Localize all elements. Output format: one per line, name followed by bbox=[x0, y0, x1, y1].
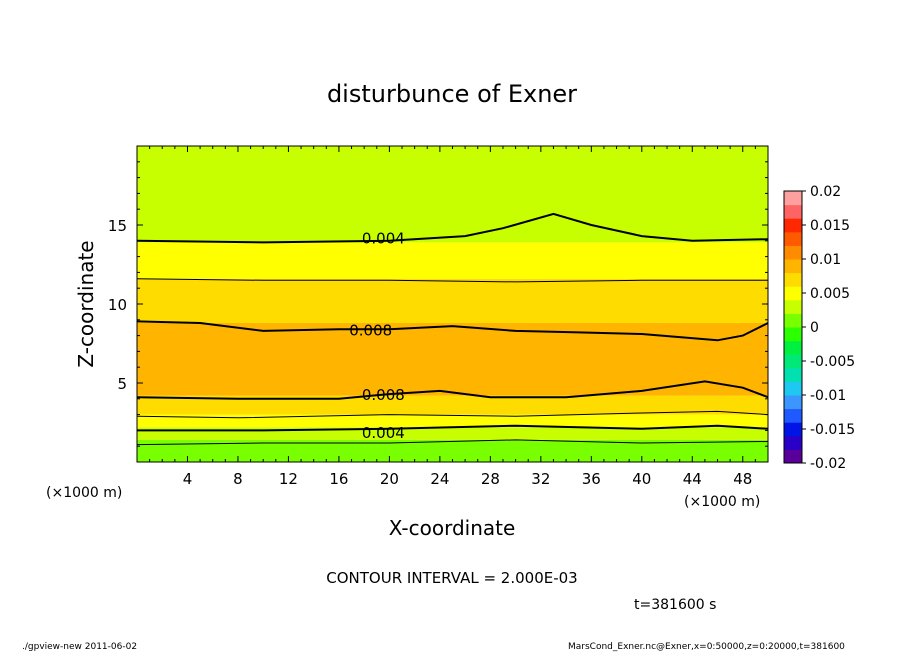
contour-line-0 bbox=[137, 212, 768, 244]
x-tick-label: 16 bbox=[329, 470, 348, 488]
x-axis-label: X-coordinate bbox=[389, 516, 516, 540]
x-tick-label: 32 bbox=[531, 470, 550, 488]
colorbar-swatch bbox=[784, 340, 802, 355]
colorbar-swatch bbox=[784, 367, 802, 382]
colorbar-label: -0.01 bbox=[810, 388, 846, 404]
field-band-6 bbox=[137, 278, 768, 323]
footer-right: MarsCond_Exner.nc@Exner,x=0:50000,z=0:20… bbox=[568, 642, 845, 652]
colorbar-swatch bbox=[784, 259, 802, 274]
footer-left: ./gpview-new 2011-06-02 bbox=[22, 642, 138, 652]
colorbar-label: 0.01 bbox=[810, 252, 841, 268]
colorbar-swatch bbox=[784, 218, 802, 233]
colorbar-swatch bbox=[784, 449, 802, 464]
field-band-4 bbox=[137, 395, 768, 415]
colorbar-label: 0.005 bbox=[810, 286, 850, 302]
contour-line-5 bbox=[137, 424, 768, 432]
colorbar-label: 0.015 bbox=[810, 218, 850, 234]
x-tick-label: 20 bbox=[380, 470, 399, 488]
x-tick-label: 40 bbox=[632, 470, 651, 488]
colorbar-swatch bbox=[784, 272, 802, 287]
colorbar-label: -0.005 bbox=[810, 354, 855, 370]
contour-lines bbox=[137, 212, 768, 446]
colorbar-swatch bbox=[784, 245, 802, 260]
y-tick-label: 5 bbox=[117, 375, 127, 393]
x-axis: 4 8 12 16 20 24 28 32 36 40 44 48 bbox=[149, 146, 756, 488]
y-tick-label: 10 bbox=[108, 296, 127, 314]
exner-field bbox=[137, 146, 768, 462]
x-tick-label: 44 bbox=[683, 470, 702, 488]
field-band-2 bbox=[137, 427, 768, 440]
warm-spot-1 bbox=[250, 351, 365, 384]
x-tick-label: 12 bbox=[279, 470, 298, 488]
colorbar-swatch bbox=[784, 286, 802, 301]
contour-labels: 0.004 0.008 0.008 0.004 bbox=[349, 230, 405, 442]
x-tick-label: 8 bbox=[233, 470, 243, 488]
field-band-0 bbox=[137, 452, 768, 462]
contour-line-6 bbox=[137, 439, 768, 446]
field-band-5 bbox=[137, 322, 768, 396]
x-tick-label: 4 bbox=[183, 470, 193, 488]
colorbar-swatch bbox=[784, 299, 802, 314]
y-tick-label: 15 bbox=[108, 217, 127, 235]
contour-line-2 bbox=[137, 320, 768, 342]
field-band-8 bbox=[137, 146, 768, 243]
contour-interval: CONTOUR INTERVAL = 2.000E-03 bbox=[326, 569, 577, 587]
colorbar-swatch bbox=[784, 422, 802, 437]
colorbar-swatch bbox=[784, 435, 802, 450]
time-label: t=381600 s bbox=[634, 597, 716, 613]
y-axis-label: Z-coordinate bbox=[74, 240, 98, 367]
y-axis: 5 10 15 bbox=[108, 161, 768, 447]
contour-line-1 bbox=[137, 278, 768, 283]
contour-line-3 bbox=[137, 380, 768, 400]
x-unit-left: (×1000 m) bbox=[46, 485, 122, 501]
colorbar-label: -0.02 bbox=[810, 456, 846, 472]
contour-label-0: 0.004 bbox=[362, 230, 405, 248]
colorbar-swatch bbox=[784, 231, 802, 246]
colorbar-swatch bbox=[784, 191, 802, 206]
x-tick-label: 28 bbox=[481, 470, 500, 488]
colorbar-swatch bbox=[784, 395, 802, 410]
colorbar-label: 0 bbox=[810, 320, 819, 336]
x-unit-right: (×1000 m) bbox=[684, 494, 760, 510]
colorbar-swatch bbox=[784, 327, 802, 342]
x-tick-label: 24 bbox=[430, 470, 449, 488]
warm-spot-2 bbox=[585, 357, 661, 380]
colorbar-label: 0.02 bbox=[810, 184, 841, 200]
colorbar-swatch bbox=[784, 313, 802, 328]
colorbar-label: -0.015 bbox=[810, 422, 855, 438]
contour-label-1: 0.008 bbox=[349, 321, 392, 339]
x-tick-label: 36 bbox=[582, 470, 601, 488]
warm-spot-0 bbox=[137, 351, 213, 384]
contour-label-2: 0.008 bbox=[362, 386, 405, 404]
colorbar-swatch bbox=[784, 381, 802, 396]
colorbar-swatch bbox=[784, 204, 802, 219]
colorbar-swatch bbox=[784, 408, 802, 423]
colorbar: 0.02 0.015 0.01 0.005 0 -0.005 -0.01 -0.015 -0.0… bbox=[783, 184, 855, 472]
contour-line-4 bbox=[137, 410, 768, 419]
contour-label-3: 0.004 bbox=[362, 424, 405, 442]
field-band-3 bbox=[137, 414, 768, 428]
colorbar-swatch bbox=[784, 354, 802, 369]
x-tick-label: 48 bbox=[733, 470, 752, 488]
field-band-7 bbox=[137, 242, 768, 279]
chart-title: disturbunce of Exner bbox=[327, 80, 577, 108]
